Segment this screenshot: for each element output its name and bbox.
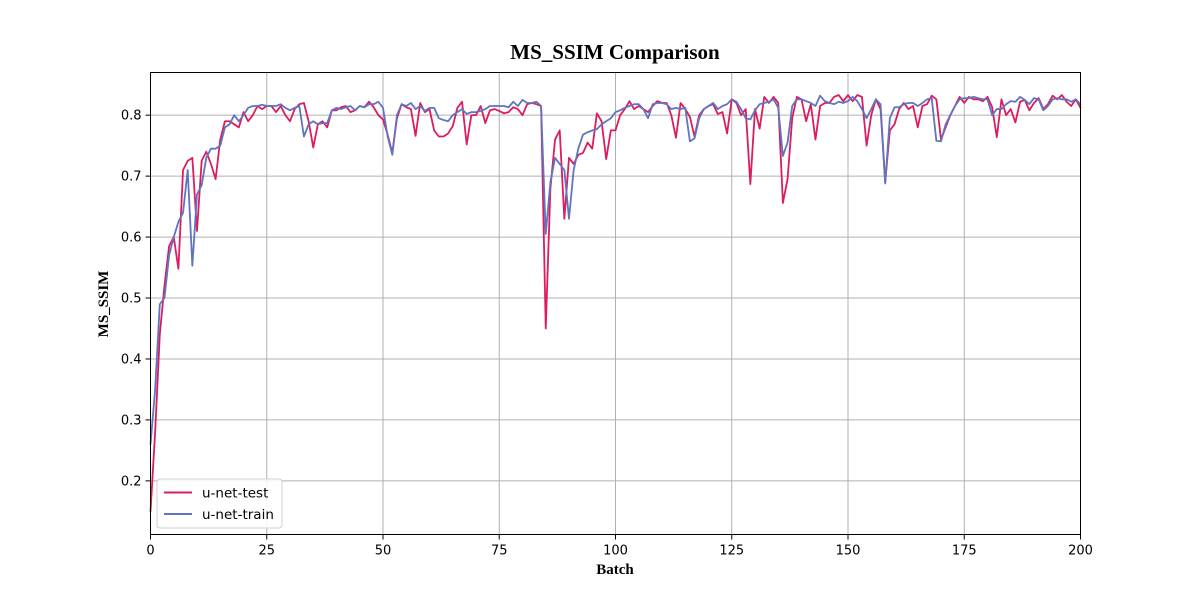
y-tick-label: 0.4 <box>121 352 142 367</box>
x-axis-label: Batch <box>596 562 634 578</box>
axis-ticks: 0 25 50 75 100 125 150 175 200 0.2 0.3 0.4 0.5 0.6 0.7… <box>121 109 1093 559</box>
x-tick-label: 175 <box>952 544 977 559</box>
y-tick-label: 0.3 <box>121 413 142 428</box>
y-tick-label: 0.6 <box>121 231 142 246</box>
x-tick-label: 25 <box>258 544 275 559</box>
x-tick-label: 0 <box>146 544 154 559</box>
legend-box <box>156 478 283 529</box>
x-tick-label: 150 <box>836 544 861 559</box>
chart-title: MS_SSIM Comparison <box>510 40 720 64</box>
y-tick-label: 0.2 <box>121 474 142 489</box>
x-tick-label: 125 <box>719 544 744 559</box>
y-tick-label: 0.7 <box>121 170 142 185</box>
y-tick-label: 0.8 <box>121 109 142 124</box>
x-tick-label: 75 <box>491 544 508 559</box>
x-tick-label: 100 <box>603 544 628 559</box>
x-tick-label: 200 <box>1068 544 1093 559</box>
grid <box>150 72 1081 535</box>
legend-label: u-net-test <box>202 486 268 502</box>
series-line-u-net-train <box>149 94 1082 446</box>
y-axis-label: MS_SSIM <box>96 271 112 338</box>
y-tick-label: 0.5 <box>121 292 142 307</box>
legend-label: u-net-train <box>202 507 274 523</box>
plot-series <box>149 94 1082 513</box>
series-line-u-net-test <box>149 94 1082 513</box>
legend: u-net-test u-net-train <box>156 478 283 529</box>
x-tick-label: 50 <box>375 544 392 559</box>
